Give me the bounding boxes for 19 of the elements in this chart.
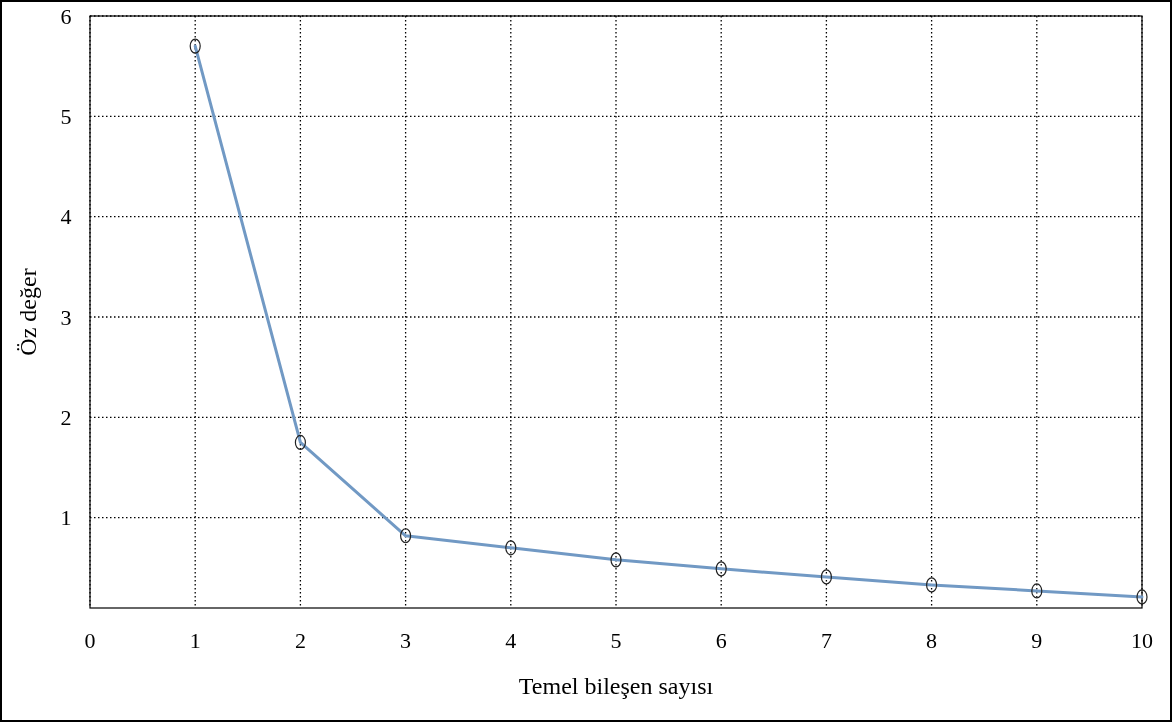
x-tick-label: 10 [1131,628,1153,653]
x-tick-label: 8 [926,628,938,653]
x-tick-label: 0 [84,628,96,653]
x-axis-title: Temel bileşen sayısı [518,673,714,699]
x-tick-label: 2 [294,628,306,653]
y-tick-label: 4 [60,204,72,230]
x-tick-label: 3 [400,628,412,653]
x-tick-label: 6 [715,628,727,653]
y-tick-label: 2 [60,405,72,431]
x-tick-label: 4 [505,628,517,653]
y-tick-label: 5 [60,104,72,130]
x-tick-label: 5 [610,628,622,653]
y-axis-title: Öz değer [15,268,41,356]
x-tick-label: 7 [820,628,832,653]
y-tick-label: 1 [60,505,72,531]
y-tick-label: 6 [60,3,72,29]
x-tick-label: 9 [1031,628,1043,653]
y-tick-label: 3 [60,304,72,330]
x-tick-label: 1 [189,628,201,653]
